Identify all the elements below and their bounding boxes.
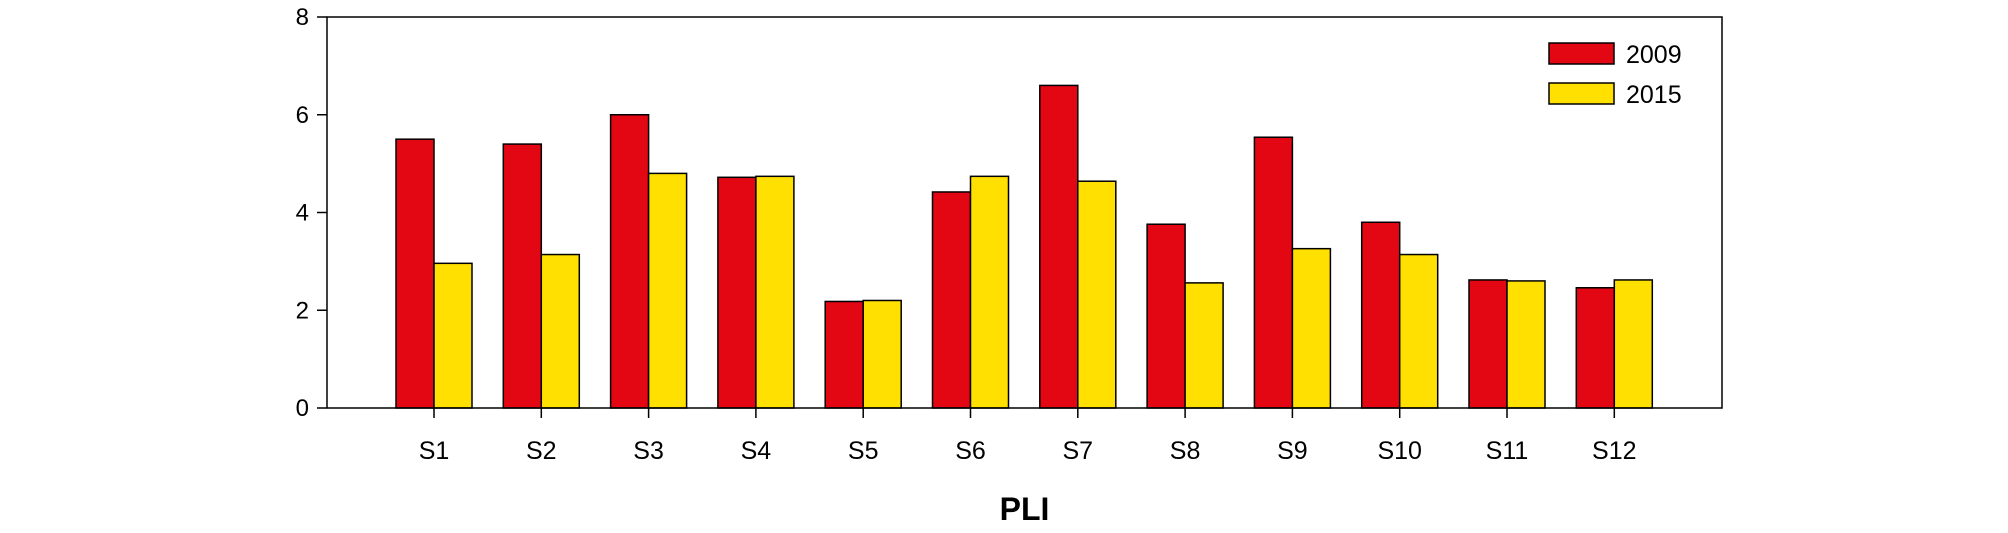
- bar-2009-S3: [609, 114, 650, 409]
- x-tick-label: S11: [1486, 437, 1529, 465]
- bar-2009-S2: [502, 143, 543, 409]
- legend-label-2015: 2015: [1626, 81, 1682, 109]
- y-tick-label: 8: [296, 4, 309, 31]
- bar-2015-S4: [755, 175, 795, 409]
- x-tick-label: S9: [1277, 437, 1308, 465]
- legend-swatch-2015: [1548, 82, 1615, 105]
- bar-2015-S7: [1077, 180, 1117, 409]
- bar-2009-S5: [824, 300, 864, 409]
- bar-2015-S10: [1398, 253, 1439, 409]
- x-tick-label: S10: [1377, 437, 1421, 465]
- y-tick-label: 2: [296, 297, 309, 324]
- x-tick-label: S1: [419, 437, 450, 465]
- bars: [395, 84, 1654, 409]
- bar-2015-S9: [1291, 247, 1332, 409]
- y-tick-label: 4: [296, 200, 309, 227]
- legend-label-2009: 2009: [1626, 41, 1682, 69]
- y-axis: 0 2 4 6 8: [296, 4, 327, 422]
- bar-2015-S12: [1613, 279, 1654, 409]
- y-tick-label: 0: [296, 395, 309, 422]
- plot-frame: [326, 16, 1723, 409]
- bar-2009-S11: [1468, 279, 1508, 409]
- legend-swatch-2009: [1548, 42, 1615, 65]
- x-axis-title: PLI: [1000, 491, 1050, 527]
- bar-2009-S9: [1253, 136, 1294, 409]
- bar-2015-S5: [862, 299, 902, 409]
- bar-2015-S3: [647, 172, 688, 409]
- bar-2009-S4: [717, 176, 757, 409]
- bar-2015-S6: [969, 175, 1010, 409]
- bar-2009-S10: [1360, 221, 1401, 409]
- x-tick-label: S5: [848, 437, 879, 465]
- x-tick-label: S4: [741, 437, 772, 465]
- x-tick-label: S8: [1170, 437, 1201, 465]
- bar-2009-S1: [395, 138, 435, 409]
- x-tick-label: S2: [526, 437, 557, 465]
- bar-2015-S2: [540, 253, 581, 409]
- bar-2009-S8: [1146, 223, 1186, 409]
- x-tick-label: S3: [633, 437, 664, 465]
- bar-2015-S1: [433, 262, 473, 409]
- bar-2009-S6: [931, 191, 972, 409]
- legend: 2009 2015: [1548, 41, 1682, 109]
- x-tick-label: S12: [1592, 437, 1636, 465]
- x-axis: S1 S2 S3 S4 S5 S6 S7 S8 S9 S10 S11 S12: [419, 408, 1637, 465]
- x-tick-label: S6: [955, 437, 986, 465]
- x-tick-label: S7: [1063, 437, 1094, 465]
- y-tick-label: 6: [296, 102, 309, 129]
- bar-2015-S8: [1184, 282, 1224, 409]
- bar-2015-S11: [1506, 280, 1546, 409]
- bar-2009-S7: [1039, 84, 1079, 409]
- bar-2009-S12: [1575, 287, 1616, 409]
